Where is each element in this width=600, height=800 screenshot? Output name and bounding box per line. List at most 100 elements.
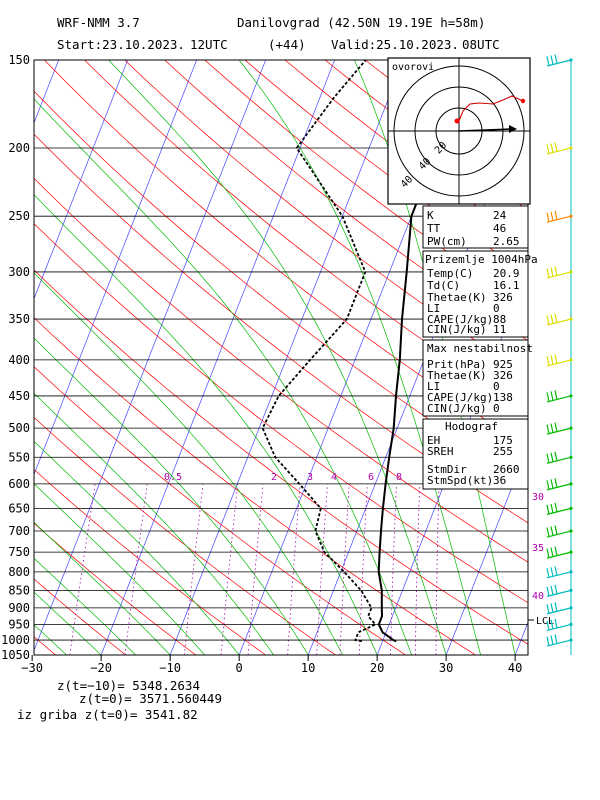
wind-barb-staff [546,59,572,67]
valid-date: Valid:25.10.2023. [331,37,459,52]
wind-barb [546,266,573,279]
wind-barb-flag [550,211,554,221]
wind-barb-dot [569,622,573,626]
pressure-tick-label: 150 [8,53,30,67]
mixing-ratio-line [220,483,239,655]
wind-barb-flag [546,636,550,646]
wind-barb [546,54,573,67]
isotherm-line [34,60,266,652]
pressure-tick-label: 350 [8,312,30,326]
mixing-ratio-line [247,483,264,655]
pressure-tick-label: 400 [8,353,30,367]
wind-barb-flag [554,354,558,364]
valid-time: 08UTC [462,37,500,52]
wind-barb-flag [550,635,554,645]
wind-barbs [546,54,573,655]
wind-barb-dot [569,58,573,62]
wind-barb-flag [550,585,554,596]
wind-barb-flag [554,451,558,461]
unstable-cape-label: CAPE(J/kg) [427,391,493,404]
index-tt-label: TT [427,222,441,235]
wind-barb-staff [546,359,572,367]
wind-barb-dot [569,270,573,274]
moist-adiabat-line [34,272,343,655]
wind-barb-staff [546,607,572,615]
surface-cin-value: 11 [493,323,506,336]
wind-barb-dot [569,317,573,321]
unstable-li-value: 0 [493,380,500,393]
index-box-unstable [422,339,529,417]
wind-barb-flag [554,478,558,488]
wind-barb-flag [550,452,554,462]
wind-barb [546,210,573,223]
index-box-surface [422,250,529,338]
pressure-tick-label: 950 [8,617,30,631]
pressure-tick-label: 250 [8,209,30,223]
wind-barb [546,584,573,597]
pressure-tick-label: 200 [8,141,30,155]
mixing-ratio-label: 6 [368,472,374,483]
wind-barb-flag [554,618,558,629]
moist-adiabat-line [34,337,309,655]
wind-barb [546,566,573,579]
isotherm-line [100,60,335,655]
indices-panel: K 24 TT 46 PW(cm) 2.65 Prizemlje 1004hPa… [422,205,538,490]
pressure-tick-label: 500 [8,421,30,435]
wind-barb-staff [546,395,572,403]
hodograf-title: Hodograf [445,420,498,433]
wind-barb-flag [546,212,550,222]
wind-barb [546,313,573,326]
surface-thetae-label: Thetae(K) [427,291,487,304]
mixing-ratio-line [435,483,440,655]
wind-barb-staff [546,623,572,631]
unstable-title: Max nestabilnost [427,342,533,355]
temperature-profile [377,60,491,643]
mixing-ratio-label: 4 [331,472,337,483]
lcl-label: LCL [536,616,554,627]
pressure-tick-label: 800 [8,565,30,579]
wind-barb-flag [546,620,550,631]
wind-barb-flag [554,390,558,400]
wind-barb-staff [546,530,572,538]
wind-barb-dot [569,529,573,533]
wind-barb-dot [569,606,573,610]
wind-barb-flag [546,268,550,278]
surface-td-label: Td(C) [427,279,460,292]
wind-barb [546,422,573,435]
wind-barb-flag [546,548,550,558]
wind-barb-staff [546,271,572,279]
wind-barb-dot [569,482,573,486]
wind-barb-flag [554,313,558,323]
axes: −30 −20 −10 0 10 20 30 40 [21,59,529,675]
hodograph-label: ovorovi [392,62,434,73]
wind-barb [546,451,573,464]
index-box-top [422,205,529,249]
hodograf-eh-value: 175 [493,434,513,447]
index-pw-label: PW(cm) [427,235,467,248]
wind-barb-flag [554,502,558,512]
hodograf-stmspd-value: 36 [493,474,506,487]
wind-barb-flag [550,267,554,277]
wind-barb [546,546,573,559]
wind-barb-staff [546,507,572,515]
mixing-ratio-line [124,483,148,655]
wind-barb-dot [569,146,573,150]
lead-time: (+44) [268,37,306,52]
mixing-ratio-line [390,483,397,655]
model-name: WRF-NMM 3.7 [57,15,140,30]
isobars: 1502002503003504004505005506006507007508… [1,53,528,662]
footer-line-2: z(t=0)= 3571.560449 [79,691,222,706]
wind-barb-staff [546,318,572,326]
moist-adiabat-line [34,483,205,655]
wind-barb-flag [554,142,558,152]
dewpoint-profile [261,60,377,643]
profiles [261,60,491,643]
isotherm-line [445,445,528,655]
unstable-prit-value: 925 [493,358,513,371]
wind-barb-dot [569,638,573,642]
hodograf-stmdir-value: 2660 [493,463,520,476]
mixing-ratio-label: 2 [271,472,277,483]
dry-adiabat-line [34,366,406,655]
surface-cape-label: CAPE(J/kg) [427,313,493,326]
